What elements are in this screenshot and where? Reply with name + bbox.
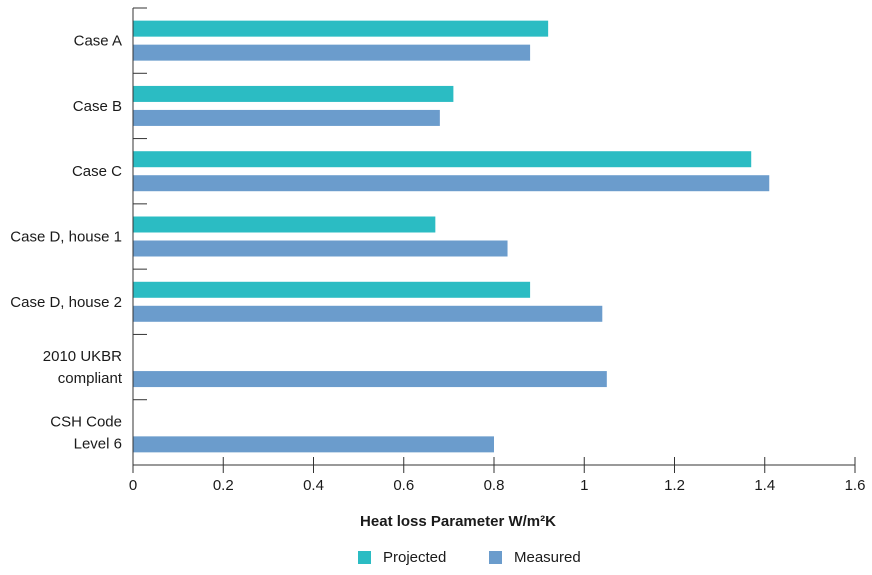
- bar-measured-6: [133, 436, 494, 453]
- x-tick-label: 0.8: [484, 477, 505, 494]
- bar-measured-2: [133, 175, 770, 192]
- legend-swatch-measured: [489, 551, 502, 564]
- x-axis-title: Heat loss Parameter W/m²K: [360, 513, 556, 530]
- category-label: 2010 UKBR compliant: [43, 348, 123, 387]
- labels-group: 0 0.2 0.4 0.6 0.8 1 1.2 1.4 1.6 Case A Case B Case …: [10, 33, 865, 494]
- bar-projected-0: [133, 20, 549, 37]
- category-label: CSH Code Level 6: [50, 413, 122, 452]
- legend-label-projected: Projected: [383, 549, 446, 566]
- x-tick-label: 0.2: [213, 477, 234, 494]
- axes-group: [132, 7, 856, 473]
- legend-swatch-projected: [358, 551, 371, 564]
- legend-label-measured: Measured: [514, 549, 581, 566]
- category-label: Case C: [72, 163, 122, 180]
- bar-projected-3: [133, 216, 436, 233]
- bar-projected-1: [133, 85, 454, 102]
- bar-projected-2: [133, 151, 752, 168]
- x-tick-label: 1: [580, 477, 588, 494]
- bars-group: [133, 20, 770, 453]
- bar-measured-4: [133, 305, 603, 322]
- legend: Projected Measured: [358, 549, 581, 566]
- bar-measured-0: [133, 44, 531, 61]
- bar-measured-1: [133, 109, 440, 126]
- category-label: Case B: [73, 98, 122, 115]
- category-label: Case D, house 1: [10, 229, 122, 246]
- bar-projected-4: [133, 281, 531, 298]
- x-tick-label: 1.2: [664, 477, 685, 494]
- category-label: Case A: [74, 33, 122, 50]
- bar-measured-3: [133, 240, 508, 257]
- x-tick-label: 0: [129, 477, 137, 494]
- x-tick-label: 0.6: [393, 477, 414, 494]
- x-tick-label: 1.6: [845, 477, 866, 494]
- bar-measured-5: [133, 371, 607, 388]
- category-label: Case D, house 2: [10, 294, 122, 311]
- x-tick-label: 0.4: [303, 477, 324, 494]
- x-tick-label: 1.4: [754, 477, 775, 494]
